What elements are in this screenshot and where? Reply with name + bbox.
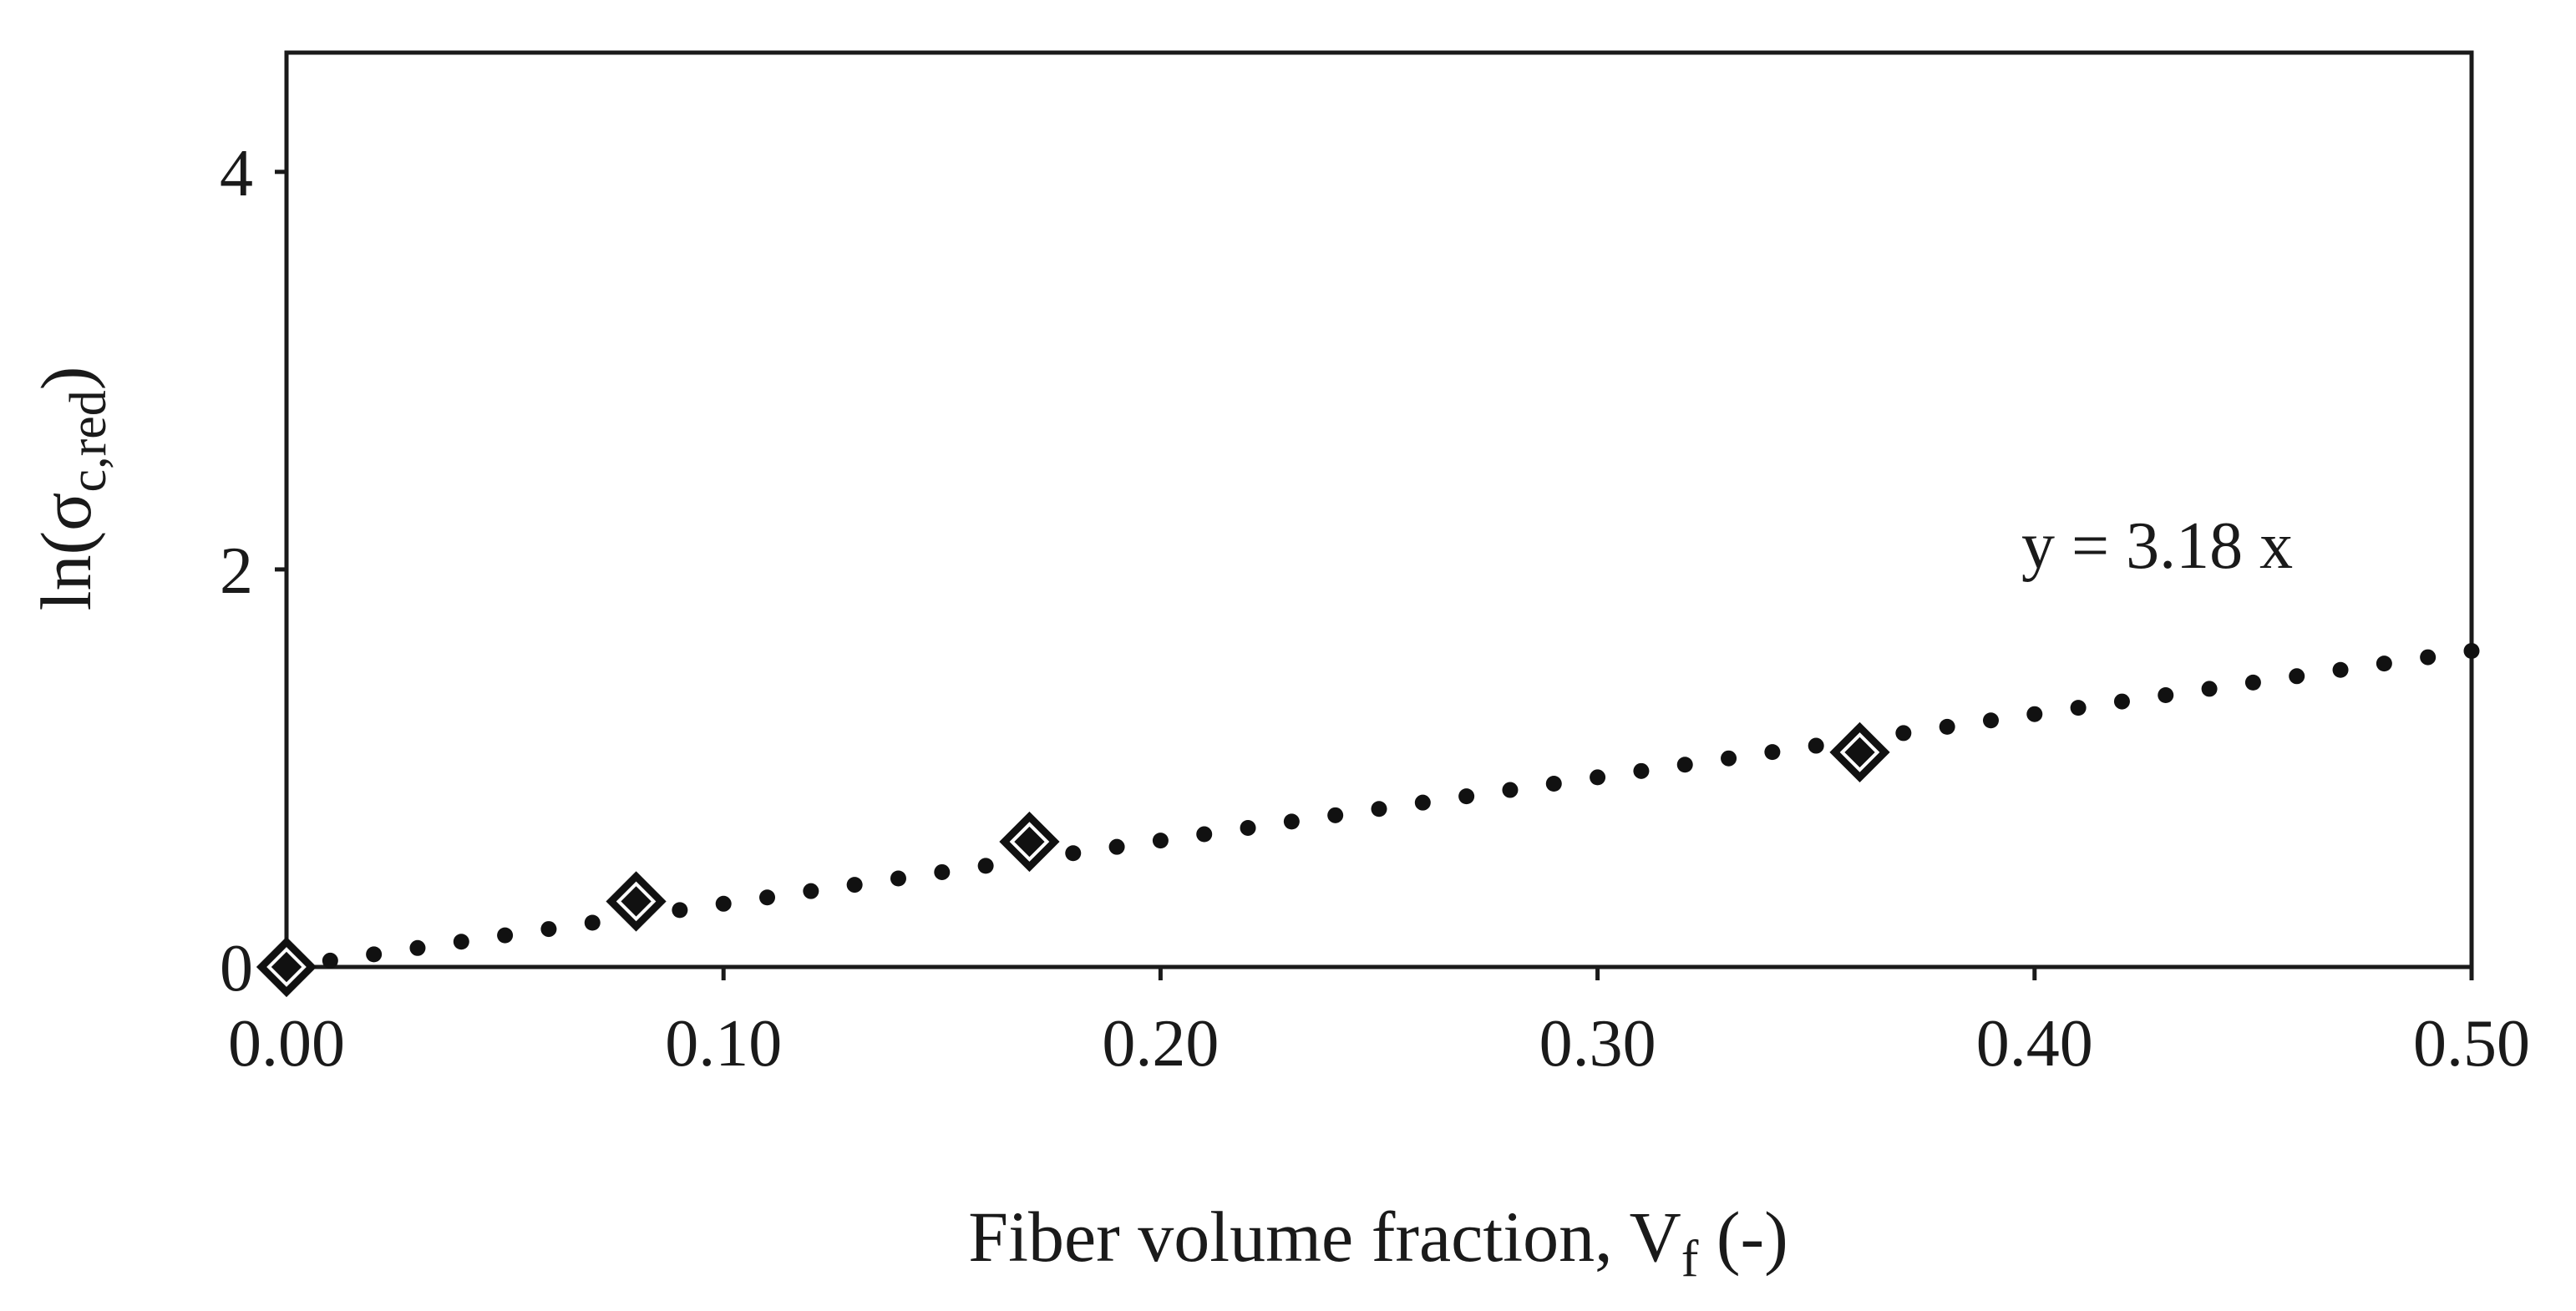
trendline-dot (540, 921, 557, 938)
trendline-dot (1676, 757, 1693, 773)
x-axis-label: Fiber volume fraction, Vf (-) (968, 1197, 1788, 1288)
x-axis-label-subscript: f (1681, 1231, 1699, 1288)
trendline-dot (2420, 649, 2437, 666)
trendline-dot (1633, 762, 1650, 779)
data-point (256, 936, 317, 998)
trendline-dot (934, 863, 951, 880)
x-tick-label: 0.20 (1102, 1007, 1219, 1081)
trendline-dot (1590, 769, 1606, 786)
y-axis-ticks: 0 2 4 (220, 137, 287, 1005)
trendline-dot (1152, 833, 1169, 849)
trendline-dot (2070, 700, 2087, 716)
trendline-dot (1502, 782, 1519, 798)
trendline-dot (497, 927, 514, 944)
trendline-dot (1327, 807, 1344, 823)
y-tick-label: 4 (220, 137, 253, 210)
trendline-dot (2201, 681, 2218, 697)
trendline-dot (846, 877, 863, 893)
x-tick-label: 0.00 (228, 1007, 345, 1081)
trendline-dot (1458, 788, 1475, 805)
trendline-dot (1982, 712, 1999, 729)
trendline-dot (584, 914, 601, 931)
trendline-dot (2244, 674, 2261, 691)
data-point (999, 811, 1060, 873)
trendline-dot (2376, 656, 2392, 672)
data-points (256, 721, 1890, 998)
x-tick-label: 0.30 (1539, 1007, 1656, 1081)
plot-area-frame (284, 50, 2474, 969)
trendline-dot (1895, 725, 1912, 742)
trendline-dot (2113, 693, 2130, 710)
trendline-dot (1808, 737, 1824, 754)
trendline-dot (803, 883, 819, 899)
y-axis-label: ln(σc,red) (26, 367, 117, 611)
trendline-dot (1939, 718, 1955, 735)
trendline-dot (715, 895, 732, 912)
trendline-equation: y = 3.18 x (2021, 509, 2293, 583)
data-point (606, 871, 667, 932)
trendline-dot (453, 934, 469, 950)
trendline-dot (1065, 845, 1082, 862)
trendline-dot (2332, 661, 2349, 678)
trendline-dot (759, 889, 776, 906)
data-point (1829, 721, 1890, 783)
trendline-dot (1764, 744, 1781, 761)
trendline-dot (1414, 794, 1431, 811)
trendline-dot (1545, 775, 1562, 792)
trendline-dot (1108, 838, 1125, 855)
x-tick-label: 0.50 (2413, 1007, 2530, 1081)
y-axis-label-subscript: c,red (60, 390, 117, 492)
trendline-dot (322, 952, 338, 969)
trendline-dot (1371, 801, 1387, 817)
trendline-dot (1721, 750, 1737, 767)
trendline-dot (2158, 686, 2174, 703)
trendline-dot (1240, 819, 1256, 836)
trendline-dot (2289, 668, 2305, 685)
trendline-dot (977, 858, 994, 874)
trendline-dot (2463, 643, 2480, 660)
x-axis-ticks: 0.00 0.10 0.20 0.30 0.40 0.50 (228, 967, 2530, 1081)
trendline-dot (2026, 706, 2043, 722)
trendline-dot (1283, 813, 1300, 830)
x-tick-label: 0.10 (665, 1007, 782, 1081)
trendline-dot (1196, 826, 1213, 843)
y-tick-label: 2 (220, 534, 253, 608)
x-tick-label: 0.40 (1976, 1007, 2093, 1081)
y-tick-label: 0 (220, 932, 253, 1005)
trendline-dot (409, 939, 426, 956)
trendline (278, 643, 2480, 975)
trendline-dot (890, 870, 906, 887)
trendline-dot (366, 946, 383, 963)
trendline-dot (672, 902, 688, 919)
